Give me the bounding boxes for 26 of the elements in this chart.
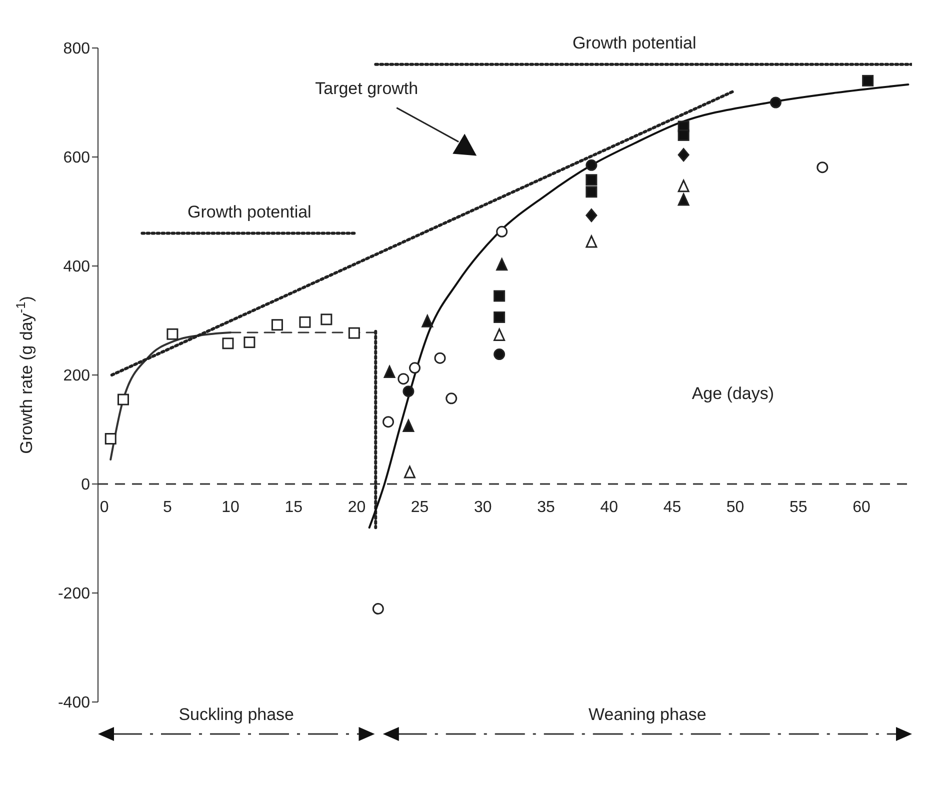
x-tick-label: 60 [852,499,871,516]
annotation: Growth potential [188,202,312,222]
y-tick-label: 200 [63,368,90,385]
x-tick-label: 55 [790,499,808,516]
annotation: Target growth [315,78,418,98]
x-tick-label: 15 [284,499,303,516]
x-tick-label: 30 [474,499,492,516]
x-tick-label: 50 [726,499,744,516]
x-tick-label: 35 [537,499,556,516]
y-tick-label: -400 [58,694,90,712]
text: Weaning phase [588,705,706,724]
x-tick-label: 0 [100,499,109,516]
x-tick-label: 5 [162,499,172,516]
annotation: Growth potential [572,33,696,52]
x-axis-title: Age (days) [692,384,774,403]
y-tick-label: 0 [81,476,90,494]
y-tick-label: 800 [63,40,90,58]
x-tick-label: 45 [663,499,682,516]
x-tick-label: 25 [410,499,429,516]
x-tick-label: 20 [348,499,366,516]
y-tick-label: -200 [58,586,90,603]
x-tick-label: 40 [600,499,618,516]
y-tick-label: 400 [63,258,90,276]
text: Suckling phase [178,705,294,724]
y-tick-label: 600 [63,150,90,167]
x-tick-label: 10 [222,499,240,516]
